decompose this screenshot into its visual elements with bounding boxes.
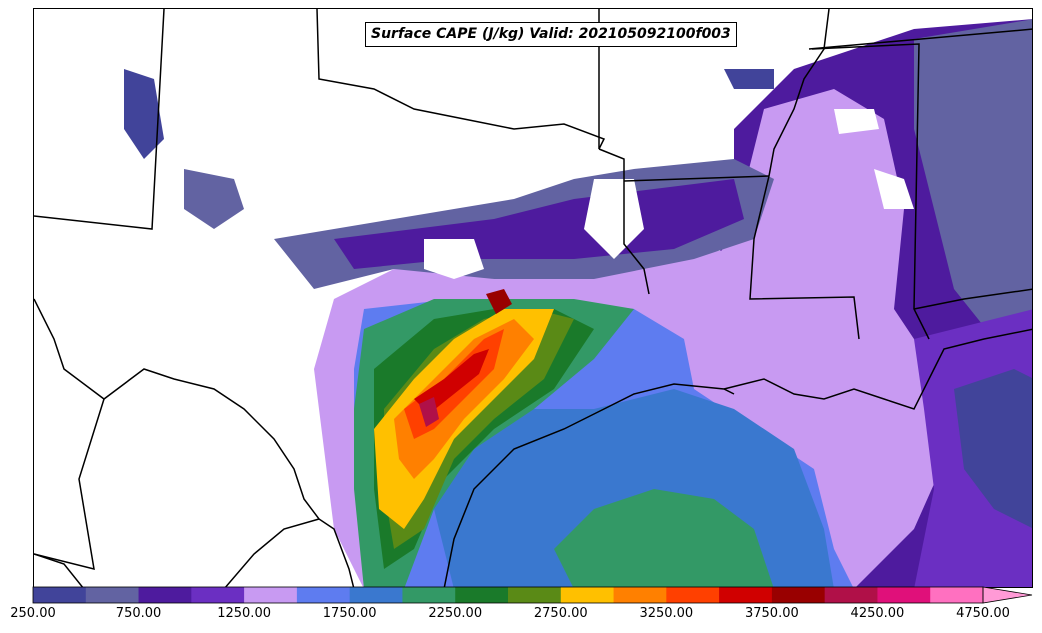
colorbar-segment (85, 587, 140, 603)
colorbar-segment (560, 587, 615, 603)
la-ms-border (749, 175, 860, 340)
colorbar-segment (138, 587, 192, 603)
colorbar-segment (666, 587, 720, 603)
cape-region-slate-nw (184, 169, 244, 229)
la-coast (723, 328, 1032, 410)
cape-region-slate-se (954, 369, 1032, 528)
colorbar-tick-label: 250.00 (10, 606, 56, 621)
ar-tx-border (598, 148, 650, 295)
ms-al-border (811, 43, 930, 340)
cape-region-green-gulf (554, 489, 774, 587)
colorbar-segment (33, 587, 87, 603)
map-title: Surface CAPE (J/kg) Valid: 202105092100f… (365, 22, 737, 47)
colorbar-segment (930, 587, 984, 603)
cape-hole-ms (874, 169, 914, 209)
cape-region-slate-north (124, 69, 164, 159)
colorbar-segment (613, 587, 667, 603)
colorbar-segment (771, 587, 826, 603)
colorbar-segment (508, 587, 562, 603)
colorbar-tick-label: 750.00 (115, 606, 162, 621)
colorbar-segment (191, 587, 245, 603)
tx-ok-border (316, 9, 606, 150)
colorbar-tick-label: 2750.00 (533, 606, 588, 621)
cape-region-mid-east (914, 19, 1032, 339)
cape-region-magenta-core (419, 397, 439, 427)
colorbar-segment (349, 587, 403, 603)
ar-ms-river (768, 9, 830, 177)
nm-tx-border (34, 9, 165, 230)
map-panel: Surface CAPE (J/kg) Valid: 202105092100f… (33, 8, 1033, 588)
colorbar-segment (824, 587, 878, 603)
colorbar-segment (455, 587, 509, 603)
cape-map (34, 9, 1032, 587)
colorbar-segment (877, 587, 931, 603)
colorbar-tick-label: 4750.00 (956, 606, 1010, 621)
colorbar-segment (719, 587, 773, 603)
cape-hole-ar (584, 179, 644, 259)
colorbar-tick-label: 3250.00 (639, 606, 694, 621)
cape-hole-al (834, 109, 879, 134)
colorbar (32, 586, 1033, 604)
colorbar-tick-label: 3750.00 (744, 606, 799, 621)
cape-region-slate-ne (724, 69, 774, 89)
cape-hole-north-tx (424, 239, 484, 279)
ar-la-border (623, 175, 770, 182)
tn-border (808, 28, 1032, 50)
colorbar-segment (296, 587, 351, 603)
al-fl-border (913, 288, 1032, 310)
tx-mex-border (34, 298, 355, 587)
mex-state-2 (34, 553, 84, 587)
cape-field (124, 19, 1032, 587)
colorbar-tick-label: 4250.00 (850, 606, 905, 621)
colorbar-segment (244, 587, 298, 603)
colorbar-extend-arrow (982, 586, 1033, 604)
colorbar-border (32, 586, 984, 604)
colorbar-segment (402, 587, 456, 603)
mex-state-3 (224, 518, 320, 587)
tx-coast (443, 383, 735, 587)
colorbar-svg (32, 586, 1033, 604)
cape-region-darkred-core (486, 289, 512, 314)
colorbar-tick-label: 2250.00 (428, 606, 483, 621)
colorbar-tick-label: 1750.00 (322, 606, 377, 621)
mex-state-1 (34, 398, 105, 571)
colorbar-tick-label: 1250.00 (217, 606, 271, 621)
